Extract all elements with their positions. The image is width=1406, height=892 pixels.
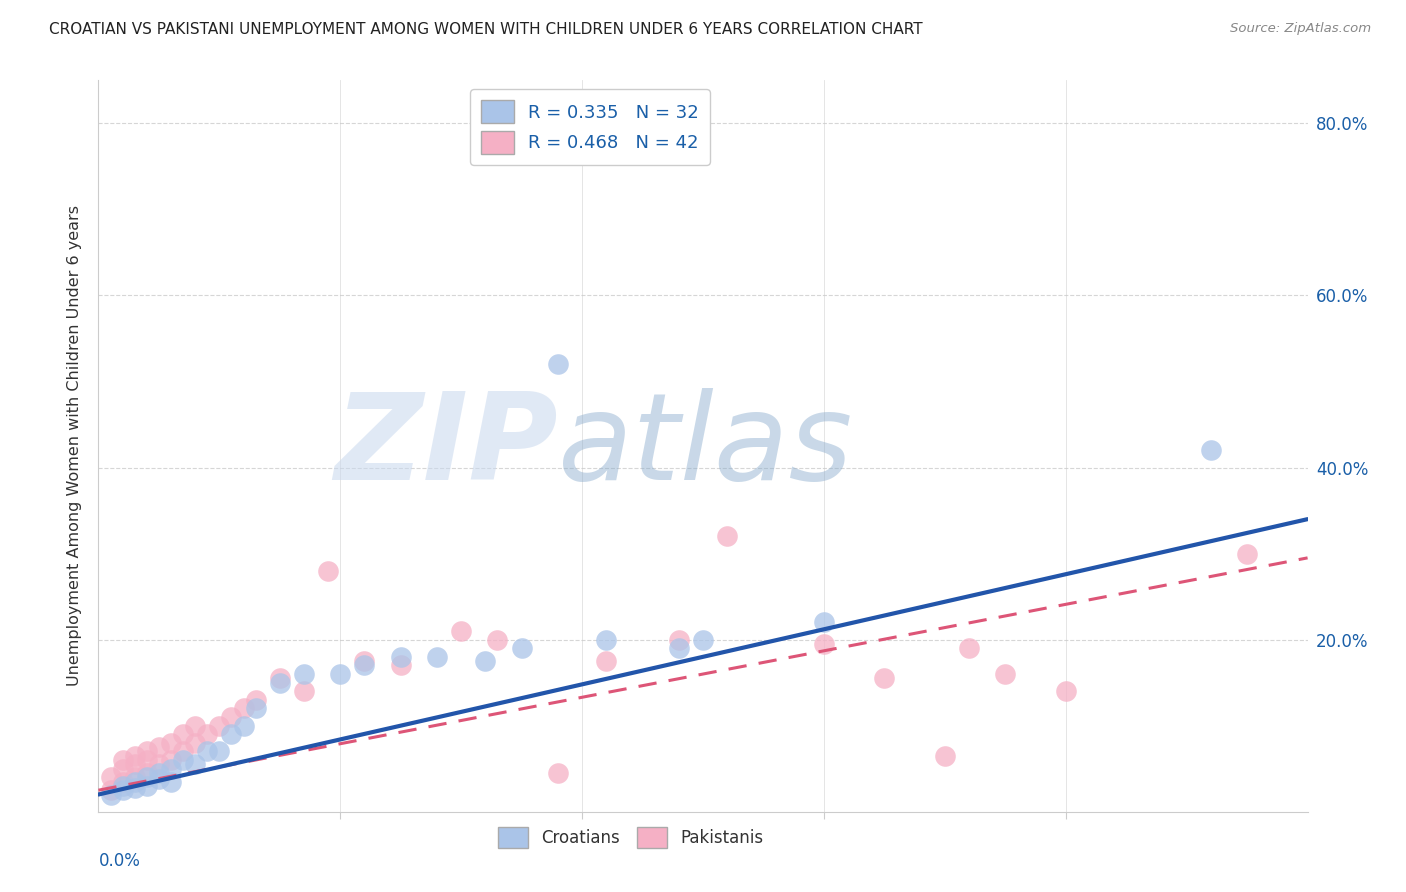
Point	[135, 770, 157, 784]
Point	[245, 701, 267, 715]
Point	[124, 748, 146, 763]
Point	[184, 719, 207, 733]
Point	[426, 649, 449, 664]
Text: Source: ZipAtlas.com: Source: ZipAtlas.com	[1230, 22, 1371, 36]
Point	[595, 632, 617, 647]
Point	[208, 719, 231, 733]
Point	[195, 744, 218, 758]
Point	[160, 774, 183, 789]
Point	[172, 727, 194, 741]
Point	[172, 753, 194, 767]
Point	[316, 564, 339, 578]
Point	[195, 727, 218, 741]
Text: atlas: atlas	[558, 387, 853, 505]
Point	[292, 684, 315, 698]
Point	[100, 783, 122, 797]
Point	[135, 753, 157, 767]
Point	[124, 770, 146, 784]
Point	[269, 671, 291, 685]
Point	[124, 780, 146, 795]
Point	[450, 624, 472, 638]
Point	[813, 615, 835, 630]
Point	[510, 641, 533, 656]
Point	[135, 744, 157, 758]
Point	[873, 671, 896, 685]
Point	[269, 675, 291, 690]
Point	[994, 667, 1017, 681]
Point	[486, 632, 509, 647]
Point	[668, 641, 690, 656]
Legend: Croatians, Pakistanis: Croatians, Pakistanis	[491, 820, 769, 855]
Point	[160, 753, 183, 767]
Point	[353, 654, 375, 668]
Point	[221, 727, 243, 741]
Point	[232, 701, 254, 715]
Point	[148, 766, 170, 780]
Point	[547, 766, 569, 780]
Point	[595, 654, 617, 668]
Point	[111, 762, 134, 776]
Point	[135, 766, 157, 780]
Point	[160, 762, 183, 776]
Point	[148, 740, 170, 755]
Point	[172, 744, 194, 758]
Point	[389, 649, 412, 664]
Text: ZIP: ZIP	[335, 387, 558, 505]
Point	[547, 357, 569, 371]
Point	[716, 529, 738, 543]
Text: CROATIAN VS PAKISTANI UNEMPLOYMENT AMONG WOMEN WITH CHILDREN UNDER 6 YEARS CORRE: CROATIAN VS PAKISTANI UNEMPLOYMENT AMONG…	[49, 22, 922, 37]
Point	[353, 658, 375, 673]
Point	[111, 783, 134, 797]
Point	[934, 748, 956, 763]
Point	[184, 736, 207, 750]
Point	[292, 667, 315, 681]
Point	[111, 779, 134, 793]
Point	[1199, 443, 1222, 458]
Point	[692, 632, 714, 647]
Point	[329, 667, 352, 681]
Point	[111, 774, 134, 789]
Point	[668, 632, 690, 647]
Point	[813, 637, 835, 651]
Point	[135, 779, 157, 793]
Point	[100, 770, 122, 784]
Point	[124, 774, 146, 789]
Point	[232, 719, 254, 733]
Point	[124, 757, 146, 772]
Text: 0.0%: 0.0%	[98, 852, 141, 870]
Point	[474, 654, 496, 668]
Point	[111, 753, 134, 767]
Point	[389, 658, 412, 673]
Point	[1054, 684, 1077, 698]
Point	[1236, 547, 1258, 561]
Point	[148, 757, 170, 772]
Point	[160, 736, 183, 750]
Point	[221, 710, 243, 724]
Point	[148, 772, 170, 786]
Point	[184, 757, 207, 772]
Point	[957, 641, 980, 656]
Point	[100, 788, 122, 802]
Point	[245, 693, 267, 707]
Point	[208, 744, 231, 758]
Y-axis label: Unemployment Among Women with Children Under 6 years: Unemployment Among Women with Children U…	[67, 205, 83, 687]
